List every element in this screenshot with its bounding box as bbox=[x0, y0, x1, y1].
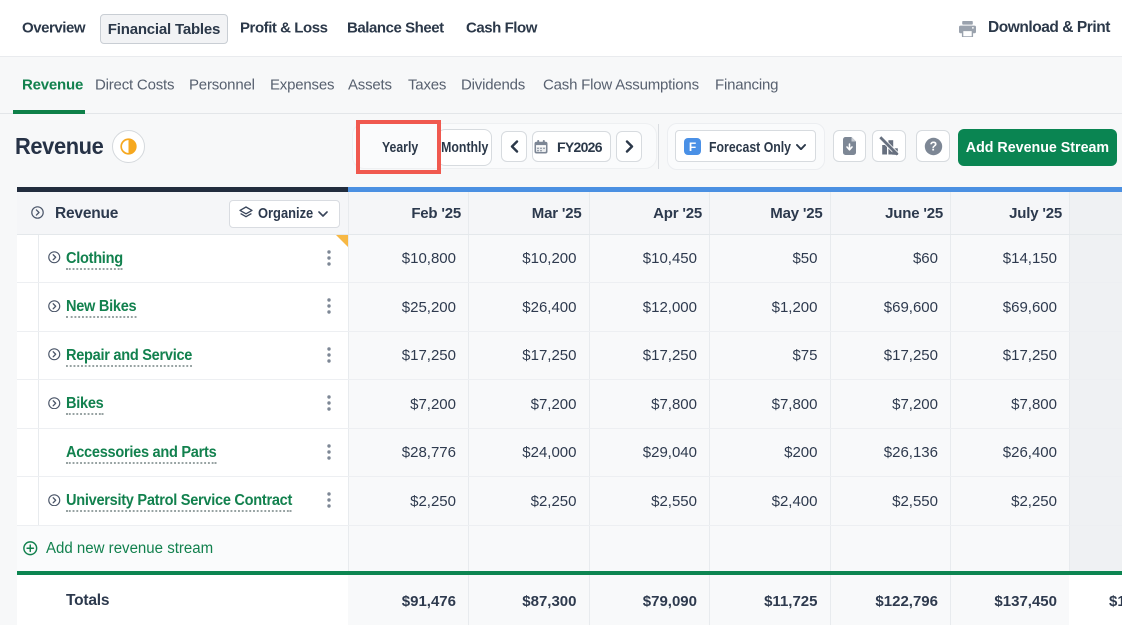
svg-text:?: ? bbox=[929, 139, 937, 153]
